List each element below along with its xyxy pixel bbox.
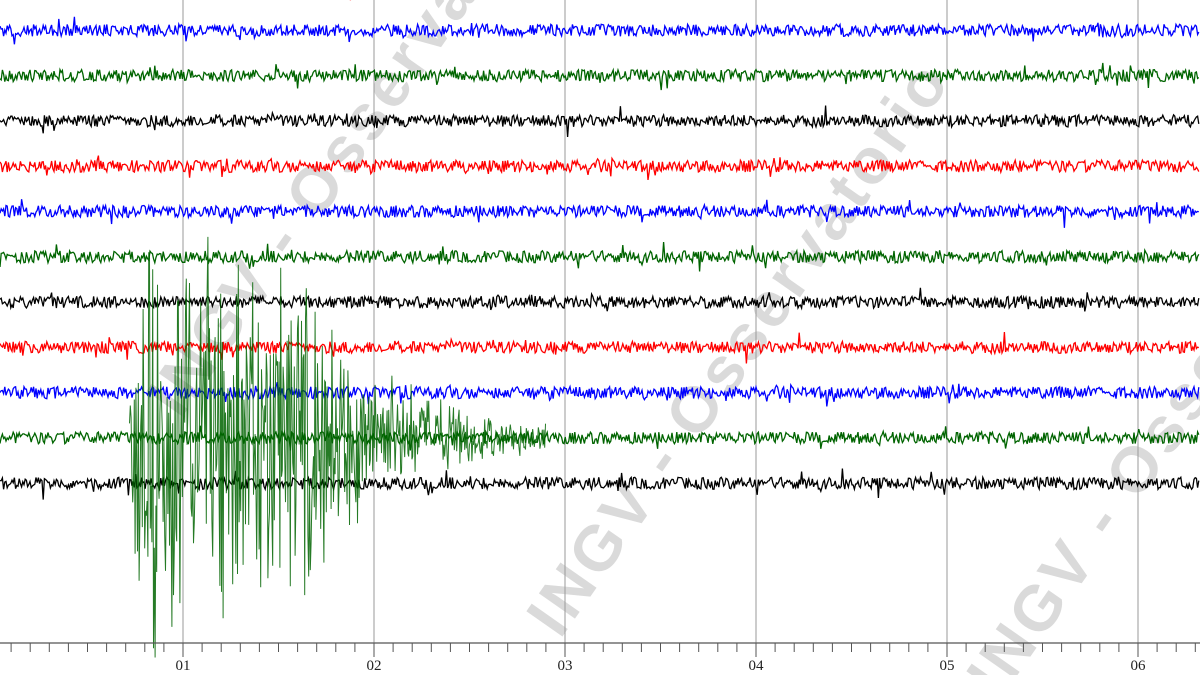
x-tick-label: 04 bbox=[749, 658, 765, 674]
trace-11 bbox=[0, 468, 1200, 500]
x-tick-label: 03 bbox=[558, 658, 573, 674]
x-axis: 00010203040506 bbox=[0, 642, 1200, 674]
trace-2 bbox=[0, 62, 1200, 91]
x-tick-label: 05 bbox=[940, 658, 955, 674]
earthquake-signal bbox=[129, 236, 546, 658]
x-tick-label: 02 bbox=[367, 658, 382, 674]
trace-6 bbox=[0, 242, 1200, 272]
x-tick-label: 06 bbox=[1131, 658, 1147, 674]
trace-5 bbox=[0, 199, 1199, 228]
trace-3 bbox=[0, 105, 1200, 137]
traces bbox=[0, 0, 1200, 658]
trace-1 bbox=[0, 16, 1200, 45]
trace-10 bbox=[0, 425, 1200, 451]
grid bbox=[182, 0, 1139, 655]
trace-4 bbox=[0, 155, 1200, 180]
x-tick-label: 01 bbox=[176, 658, 191, 674]
trace-7 bbox=[0, 287, 1200, 312]
